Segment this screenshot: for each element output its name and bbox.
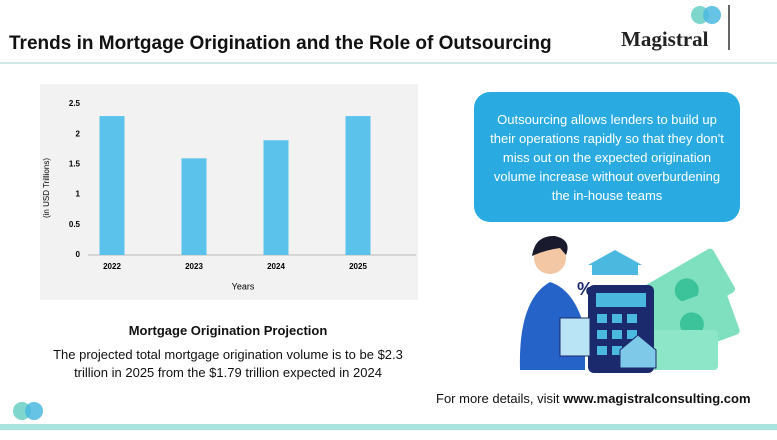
x-tick-label: 2025 xyxy=(349,262,367,271)
x-tick-label: 2022 xyxy=(103,262,121,271)
y-tick-label: 1 xyxy=(76,190,81,199)
bar xyxy=(99,116,125,255)
y-axis-label: (in USD Trillions) xyxy=(42,158,51,218)
title: Trends in Mortgage Origination and the R… xyxy=(9,33,552,54)
logo-dot xyxy=(703,6,721,24)
footer-dot xyxy=(25,402,43,420)
y-tick-label: 0.5 xyxy=(69,220,81,229)
footer: For more details, visit www.magistralcon… xyxy=(436,391,751,406)
y-tick-label: 2.5 xyxy=(69,99,81,108)
bar xyxy=(263,140,289,255)
callout-text: Outsourcing allows lenders to build up t… xyxy=(490,112,724,203)
footer-link[interactable]: www.magistralconsulting.com xyxy=(563,391,751,406)
x-tick-label: 2024 xyxy=(267,262,285,271)
y-tick-label: 2 xyxy=(76,129,81,138)
x-axis-label: Years xyxy=(232,281,255,291)
footer-prefix: For more details, visit xyxy=(436,391,560,406)
y-tick-label: 1.5 xyxy=(69,160,81,169)
bar xyxy=(181,158,207,255)
caption-title: Mortgage Origination Projection xyxy=(128,323,328,338)
footer-bar xyxy=(0,424,777,430)
y-tick-label: 0 xyxy=(76,250,81,259)
illustration: % xyxy=(519,235,740,373)
logo-text: Magistral xyxy=(621,27,709,51)
svg-text:%: % xyxy=(577,279,593,299)
callout-box xyxy=(474,92,740,222)
caption-text: The projected total mortgage origination… xyxy=(53,347,403,380)
bar xyxy=(345,116,371,255)
x-tick-label: 2023 xyxy=(185,262,203,271)
